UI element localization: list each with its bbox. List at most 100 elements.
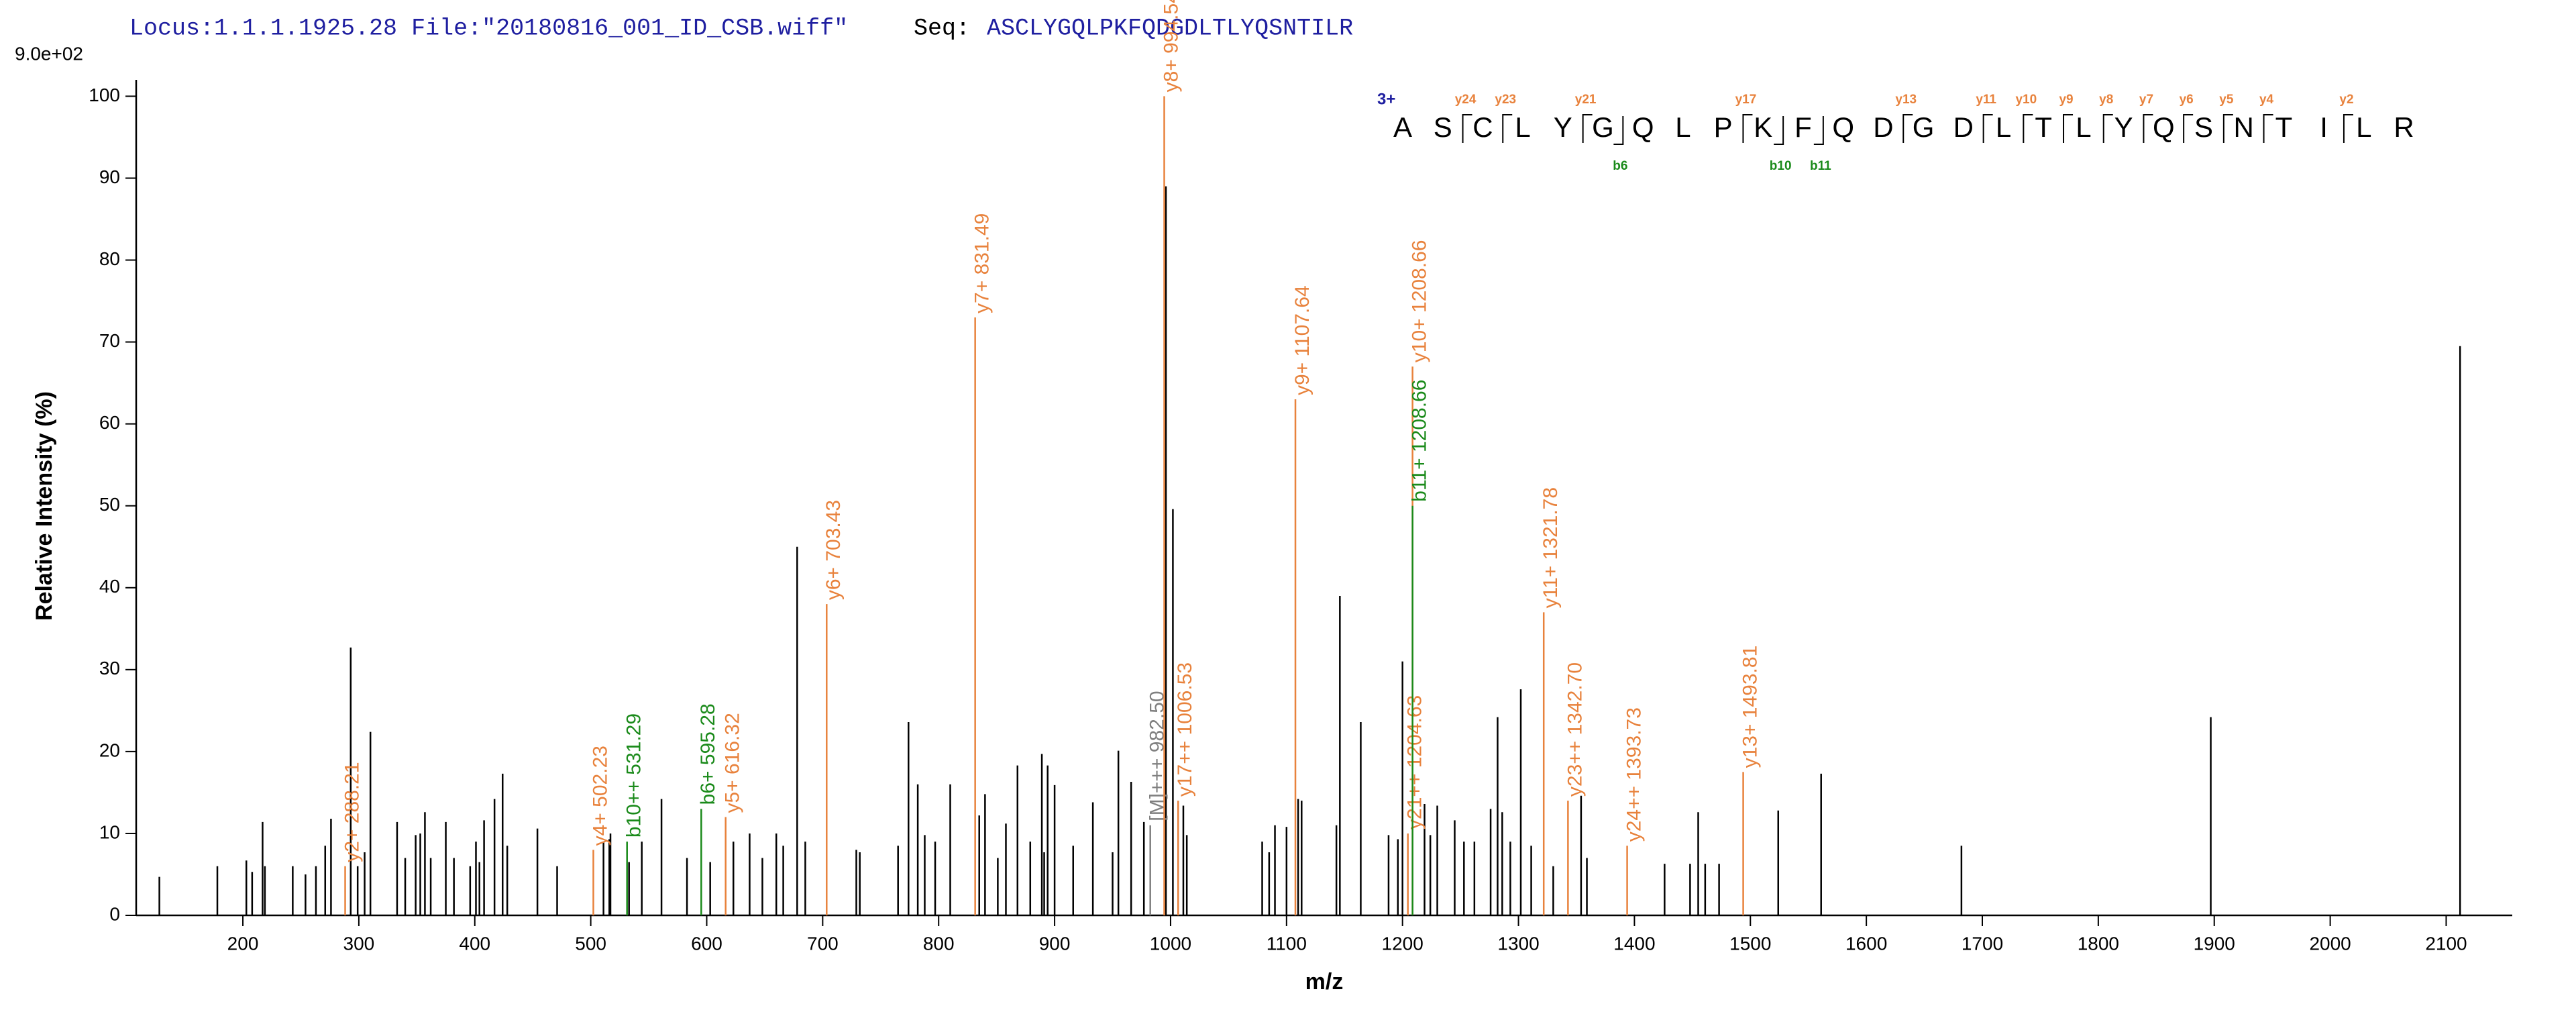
peak-label: y6+ 703.43 [822,500,845,600]
y-tick-label: 80 [99,248,120,269]
x-tick-label: 1400 [1613,933,1655,954]
y-tick-label: 70 [99,330,120,351]
residue: S [1434,111,1452,143]
x-tick-label: 2100 [2425,933,2467,954]
y-ion-bracket [2222,114,2233,143]
charge-state: 3+ [1377,90,1395,108]
peak-label: b10++ 531.29 [623,713,645,838]
y-ion-label: y23 [1495,93,1516,107]
y-ion-bracket [1502,114,1513,143]
residue: F [1794,111,1812,143]
x-tick-label: 900 [1039,933,1071,954]
header-title: Locus:1.1.1.1925.28 File:"20180816_001_I… [129,15,848,42]
y-ion-label: y17 [1735,93,1757,107]
peak-label: y11+ 1321.78 [1540,487,1562,608]
x-tick-label: 300 [343,933,375,954]
y-tick-label: 20 [99,740,120,760]
residue: A [1393,111,1412,143]
y-ion-label: y5 [2219,93,2234,107]
b-ion-bracket [1813,116,1824,145]
y-ion-bracket [2143,114,2153,143]
peak-label: y9+ 1107.64 [1291,285,1313,395]
y-ion-bracket [1902,114,1913,143]
y-ion-bracket [2263,114,2273,143]
y-axis-label: Relative Intensity (%) [32,391,57,621]
y-tick-label: 40 [99,576,120,597]
residue: D [1953,111,1974,143]
x-tick-label: 500 [575,933,606,954]
residue: K [1754,111,1772,143]
residue: L [2356,111,2371,143]
y-ion-bracket [1462,114,1472,143]
x-tick-label: 1000 [1150,933,1191,954]
x-tick-label: 1800 [2078,933,2119,954]
y-tick-label: 60 [99,412,120,433]
peak-label: y21++ 1204.63 [1404,695,1426,829]
y-ion-label: y11 [1976,93,1996,107]
x-tick-label: 600 [691,933,722,954]
y-ion-label: y13 [1895,93,1917,107]
seq-label: Seq: [914,15,970,42]
peak-label: y23++ 1342.70 [1564,662,1586,797]
residue: L [1996,111,2011,143]
residue: D [1873,111,1893,143]
y-ion-label: y4 [2259,93,2274,107]
x-tick-label: 1200 [1382,933,1424,954]
residue: I [2320,111,2328,143]
residue: P [1714,111,1733,143]
x-tick-label: 2000 [2309,933,2351,954]
residue: L [1515,111,1530,143]
y-ion-bracket [2063,114,2074,143]
y-ion-label: y8 [2099,93,2113,107]
residue: N [2234,111,2254,143]
y-tick-label: 10 [99,821,120,842]
residue: R [2394,111,2414,143]
y-ion-bracket [1982,114,1993,143]
residue: G [1913,111,1935,143]
x-tick-label: 700 [807,933,839,954]
residue: Q [2153,111,2175,143]
peak-label: y13+ 1493.81 [1739,646,1761,768]
peak-label: b6+ 595.28 [697,703,719,805]
x-tick-label: 1700 [1962,933,2003,954]
x-tick-label: 200 [227,933,259,954]
residue: S [2194,111,2213,143]
y-ion-bracket [2023,114,2033,143]
residue: Y [1554,111,1572,143]
y-ion-label: y24 [1455,93,1477,107]
peak-label: y4+ 502.23 [589,746,611,846]
y-tick-label: 0 [109,903,120,924]
peak-label: y8+ 994.54 [1160,0,1182,92]
b-ion-label: b11 [1810,159,1831,173]
residue: L [1675,111,1690,143]
b-ion-bracket [1774,116,1784,145]
peak-label: y10+ 1208.66 [1409,240,1431,363]
y-ion-label: y21 [1575,93,1597,107]
x-tick-label: 800 [923,933,955,954]
peak-label: b11+ 1208.66 [1409,380,1431,502]
residue: Y [2114,111,2133,143]
b-ion-label: b10 [1770,159,1792,173]
x-axis-label: m/z [1305,969,1344,995]
residue: G [1592,111,1614,143]
y-ion-bracket [1582,114,1593,143]
y-tick-label: 90 [99,166,120,187]
b-ion-bracket [1613,116,1624,145]
x-tick-label: 1900 [2194,933,2235,954]
x-tick-label: 1600 [1845,933,1887,954]
residue: Q [1832,111,1854,143]
y-tick-label: 100 [89,85,120,105]
x-tick-label: 1300 [1497,933,1539,954]
residue: Q [1632,111,1654,143]
peak-label: y7+ 831.49 [971,213,994,313]
residue: T [2275,111,2293,143]
peak-label: y24++ 1393.73 [1623,707,1645,842]
y-ion-label: y7 [2139,93,2153,107]
intensity-scale: 9.0e+02 [15,43,83,64]
y-ion-label: y2 [2339,93,2353,107]
peak-label: y2+ 288.21 [341,762,363,862]
y-tick-label: 50 [99,494,120,515]
y-ion-label: y6 [2180,93,2194,107]
